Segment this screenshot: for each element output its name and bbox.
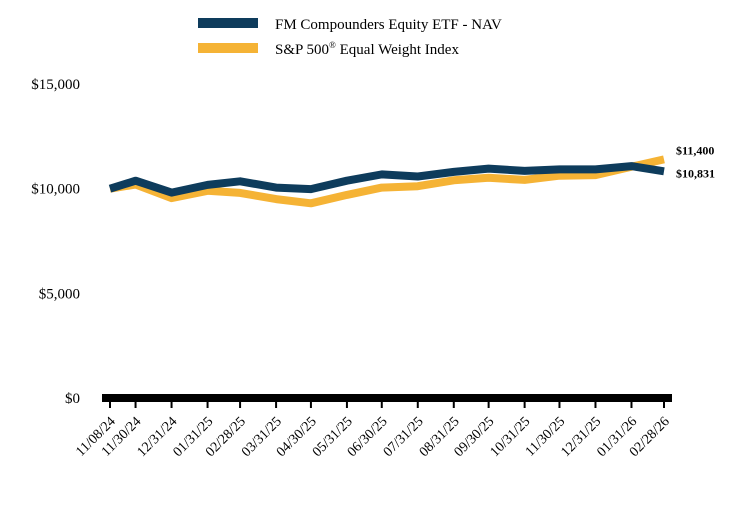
legend-label-superscript: ® — [329, 40, 336, 50]
y-axis: $0 $5,000 $10,000 $15,000 — [31, 77, 80, 407]
legend-label-sp500-equal-weight: S&P 500® Equal Weight Index — [275, 40, 459, 58]
legend-item-sp500-equal-weight: S&P 500® Equal Weight Index — [198, 40, 459, 58]
y-tick-label: $5,000 — [39, 286, 80, 302]
legend-item-fm-compounders: FM Compounders Equity ETF - NAV — [198, 17, 502, 33]
x-axis-line — [102, 394, 672, 402]
y-tick-label: $10,000 — [31, 182, 80, 198]
legend-label-main: S&P 500 — [275, 42, 329, 58]
end-label-fm-compounders: $10,831 — [676, 166, 715, 180]
legend-label-rest: Equal Weight Index — [336, 42, 460, 58]
series-line-sp500-equal-weight — [109, 155, 665, 208]
legend-swatch-fm-compounders — [198, 18, 258, 28]
y-tick-label: $15,000 — [31, 77, 80, 93]
end-labels: $11,400 $10,831 — [676, 143, 715, 180]
legend: FM Compounders Equity ETF - NAV S&P 500®… — [198, 17, 502, 58]
y-tick-label: $0 — [65, 391, 80, 407]
legend-swatch-sp500-equal-weight — [198, 43, 258, 53]
legend-label-fm-compounders: FM Compounders Equity ETF - NAV — [275, 17, 502, 33]
series-layer — [108, 155, 665, 208]
end-label-sp500-equal-weight: $11,400 — [676, 143, 714, 157]
x-axis: 11/08/2411/30/2412/31/2401/31/2502/28/25… — [73, 394, 673, 460]
series-line-fm-compounders — [108, 162, 665, 197]
